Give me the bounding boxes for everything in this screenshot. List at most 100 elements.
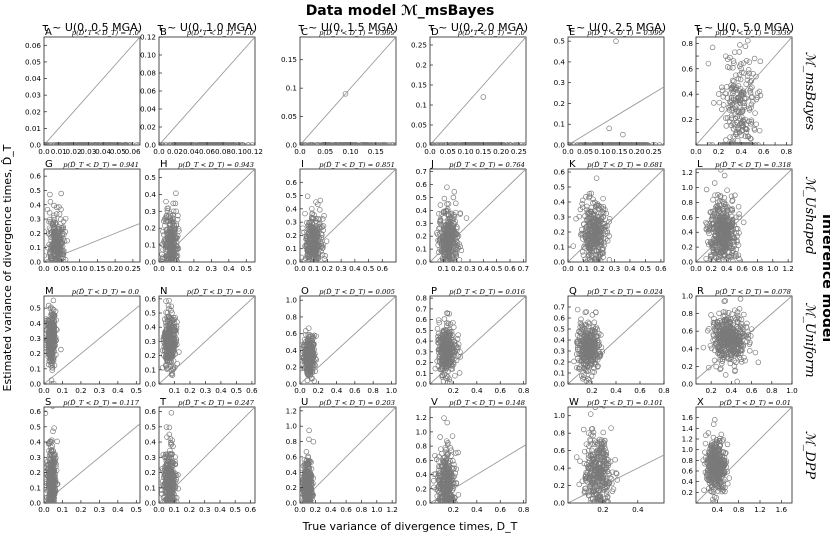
x-tick-label: 0.1 [57,386,68,395]
data-points [159,190,182,262]
data-point [437,218,444,225]
identity-line [430,37,526,145]
identity-line [300,296,396,384]
data-point [440,257,446,262]
x-tick-label: 0.15 [89,264,105,273]
data-point [316,224,323,230]
data-point [723,142,729,145]
data-point [729,219,736,225]
data-point [455,332,461,338]
data-point [600,210,607,216]
data-point [719,244,726,251]
data-point [724,204,731,210]
data-point [728,90,734,96]
data-point [44,229,47,235]
data-point [342,142,349,145]
data-point [583,258,590,262]
data-point [60,226,66,233]
x-tick-label: 0.6 [504,264,516,273]
data-point [450,194,457,201]
data-point [604,230,611,236]
data-points [159,142,275,148]
data-point [165,354,171,360]
y-tick-label: 0.2 [682,115,693,124]
y-tick-label: 0.3 [416,219,427,228]
data-point [593,240,599,246]
data-point [745,133,752,140]
data-point [579,232,586,238]
panels: 0.0 0.010.020.030.040.050.060.00.010.020.… [25,27,798,514]
data-point [192,142,198,145]
data-point [748,101,755,108]
probability-label: p(D̂_T < D_T) = 0.941 [63,161,139,169]
data-point [568,142,573,145]
x-tick-label: 0.0 [38,386,50,395]
data-point [245,142,252,145]
data-point [45,361,52,368]
panel-H: 0.0 0.1 0.2 0.3 0.4 0.50.00.10.20.30.40.5H p(D… [145,159,256,273]
data-point [707,256,714,262]
data-point [111,142,118,145]
data-point [710,196,716,203]
data-point [605,142,612,145]
data-point [171,343,178,350]
y-tick-label: 0.1 [554,120,565,129]
data-point [642,142,649,145]
data-point [711,210,717,217]
data-point [88,142,94,145]
x-tick-label: 0.02 [66,147,82,156]
data-point [589,236,595,243]
data-point [194,142,201,145]
x-tick-label: 0.5 [640,264,651,273]
x-tick-label: 0.4 [624,264,636,273]
y-tick-label: 0.5 [416,193,427,202]
data-point [339,142,345,145]
data-point [212,142,219,145]
data-point [228,142,235,145]
data-point [719,84,725,91]
x-tick-label: 0.5 [241,264,252,273]
y-tick-label: 0.1 [30,364,41,373]
data-point [163,309,169,315]
x-tick-label: 0.15 [475,147,491,156]
panel-letter: F [697,27,703,38]
data-points [703,169,747,262]
data-point [53,211,60,217]
x-tick-label: 0.3 [206,264,217,273]
data-point [406,143,411,148]
data-point [748,117,755,123]
y-tick-label: 0.03 [25,91,41,100]
y-tick-label: 0.5 [286,191,297,200]
data-point [640,142,646,145]
y-tick-label: 0.4 [416,206,428,215]
data-point [570,243,577,249]
data-point [395,143,396,145]
x-tick-label: 0.0 [153,147,165,156]
data-point [444,250,451,256]
data-point [600,195,606,202]
y-tick-label: 0.04 [140,105,156,114]
y-tick-label: 0.3 [30,215,41,224]
data-point [303,236,309,242]
data-point [170,245,177,252]
panel-I: 0.0 0.1 0.2 0.3 0.4 0.5 0.60.00.10.20.30.40.50… [286,159,397,273]
data-point [714,203,720,209]
identity-line [159,296,255,384]
data-point [746,59,753,65]
data-point [317,223,324,230]
probability-label: p(D̂_T < D_T) = 1.0 [72,29,140,37]
data-point [757,92,764,99]
data-point [450,217,456,223]
data-point [579,204,586,210]
figure-title: Data model ℳ_msBayes [306,3,495,19]
panel-G: 0.0 0.05 0.10 0.15 0.20 0.250.00.10.20.30.40.… [30,159,141,273]
data-point [306,325,312,331]
data-point [444,256,451,262]
data-point [48,358,55,364]
data-point [582,142,589,145]
data-point [47,199,54,205]
data-point [270,143,275,148]
data-point [79,142,86,145]
data-point [49,306,56,312]
data-point [45,351,52,357]
